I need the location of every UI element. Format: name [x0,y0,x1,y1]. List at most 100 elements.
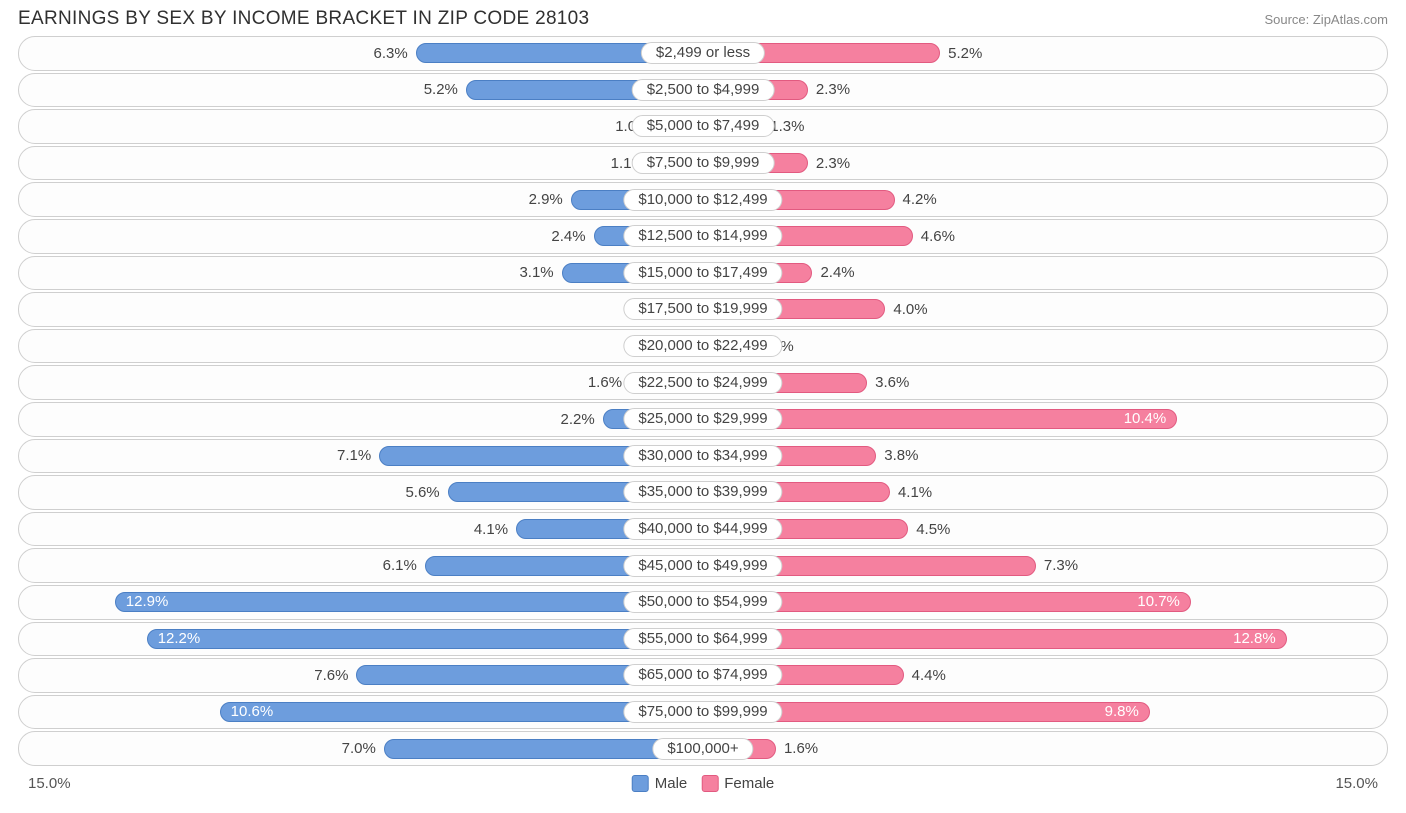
female-value-label: 5.2% [948,45,982,62]
male-half: 0.55% [19,330,703,363]
chart-row: 2.2% 10.4% $25,000 to $29,999 [18,402,1388,437]
female-half: 0.88% [703,330,1387,363]
female-half: 2.3% [703,74,1387,107]
chart-row: 7.0% 1.6% $100,000+ [18,731,1388,766]
female-half: 4.0% [703,293,1387,326]
female-half: 4.2% [703,183,1387,216]
female-value-label: 10.4% [1124,410,1167,427]
chart-source: Source: ZipAtlas.com [1264,12,1388,27]
female-value-label: 9.8% [1105,703,1139,720]
female-half: 10.4% [703,403,1387,436]
female-value-label: 7.3% [1044,557,1078,574]
bracket-label: $30,000 to $34,999 [623,445,782,467]
bracket-label: $100,000+ [652,738,753,760]
bracket-label: $25,000 to $29,999 [623,408,782,430]
female-value-label: 10.7% [1137,593,1180,610]
male-value-label: 7.1% [337,447,371,464]
bracket-label: $5,000 to $7,499 [632,115,775,137]
male-value-label: 6.1% [383,557,417,574]
female-value-label: 4.1% [898,484,932,501]
legend-item-female: Female [701,775,774,792]
male-half: 7.0% [19,732,703,765]
male-half: 7.6% [19,659,703,692]
male-half: 0.62% [19,293,703,326]
male-half: 6.3% [19,37,703,70]
bracket-label: $35,000 to $39,999 [623,481,782,503]
female-value-label: 4.4% [912,667,946,684]
female-value-label: 3.6% [875,374,909,391]
female-half: 4.1% [703,476,1387,509]
male-half: 2.2% [19,403,703,436]
female-value-label: 4.0% [893,301,927,318]
male-half: 5.2% [19,74,703,107]
male-value-label: 6.3% [374,45,408,62]
legend-swatch-male [632,775,649,792]
legend-swatch-female [701,775,718,792]
male-half: 1.6% [19,366,703,399]
male-half: 7.1% [19,440,703,473]
female-value-label: 2.3% [816,81,850,98]
female-value-label: 1.6% [784,740,818,757]
male-bar: 12.9% [115,592,703,612]
female-value-label: 4.5% [916,521,950,538]
male-half: 1.1% [19,147,703,180]
chart-row: 7.1% 3.8% $30,000 to $34,999 [18,439,1388,474]
bracket-label: $17,500 to $19,999 [623,298,782,320]
chart-row: 1.1% 2.3% $7,500 to $9,999 [18,146,1388,181]
male-half: 12.9% [19,586,703,619]
chart-row: 0.62% 4.0% $17,500 to $19,999 [18,292,1388,327]
chart-row: 1.0% 1.3%$5,000 to $7,499 [18,109,1388,144]
bracket-label: $40,000 to $44,999 [623,518,782,540]
bracket-label: $12,500 to $14,999 [623,225,782,247]
male-value-label: 1.6% [588,374,622,391]
female-value-label: 1.3% [770,118,804,135]
female-value-label: 2.3% [816,155,850,172]
female-half: 5.2% [703,37,1387,70]
male-value-label: 5.6% [405,484,439,501]
legend-item-male: Male [632,775,688,792]
male-value-label: 4.1% [474,521,508,538]
bracket-label: $20,000 to $22,499 [623,335,782,357]
male-half: 5.6% [19,476,703,509]
chart-row: 3.1%2.4%$15,000 to $17,499 [18,256,1388,291]
male-half: 1.0% [19,110,703,143]
male-half: 2.4% [19,220,703,253]
bracket-label: $22,500 to $24,999 [623,372,782,394]
legend-label-male: Male [655,775,688,792]
chart-row: 7.6% 4.4% $65,000 to $74,999 [18,658,1388,693]
legend-label-female: Female [724,775,774,792]
male-half: 4.1% [19,513,703,546]
female-half: 10.7% [703,586,1387,619]
bracket-label: $10,000 to $12,499 [623,189,782,211]
chart-title: EARNINGS BY SEX BY INCOME BRACKET IN ZIP… [18,8,589,30]
female-value-label: 3.8% [884,447,918,464]
chart-row: 6.1%7.3%$45,000 to $49,999 [18,548,1388,583]
female-half: 4.6% [703,220,1387,253]
bracket-label: $7,500 to $9,999 [632,152,775,174]
axis-label-left: 15.0% [28,775,71,792]
chart-row: 6.3%5.2%$2,499 or less [18,36,1388,71]
female-half: 1.6% [703,732,1387,765]
male-value-label: 2.2% [560,411,594,428]
bracket-label: $50,000 to $54,999 [623,591,782,613]
female-half: 7.3% [703,549,1387,582]
chart-row: 1.6% 3.6% $22,500 to $24,999 [18,365,1388,400]
chart-row: 2.9%4.2%$10,000 to $12,499 [18,182,1388,217]
bracket-label: $15,000 to $17,499 [623,262,782,284]
female-half: 3.6% [703,366,1387,399]
female-half: 1.3% [703,110,1387,143]
female-value-label: 12.8% [1233,630,1276,647]
female-half: 4.5% [703,513,1387,546]
female-half: 3.8% [703,440,1387,473]
female-half: 12.8% [703,623,1387,656]
chart-footer: 15.0% Male Female 15.0% [0,768,1406,796]
bracket-label: $65,000 to $74,999 [623,664,782,686]
female-half: 4.4% [703,659,1387,692]
male-value-label: 3.1% [519,264,553,281]
chart-legend: Male Female [632,775,775,792]
female-value-label: 4.6% [921,228,955,245]
male-half: 10.6% [19,696,703,729]
male-value-label: 7.0% [342,740,376,757]
male-half: 6.1% [19,549,703,582]
male-value-label: 7.6% [314,667,348,684]
